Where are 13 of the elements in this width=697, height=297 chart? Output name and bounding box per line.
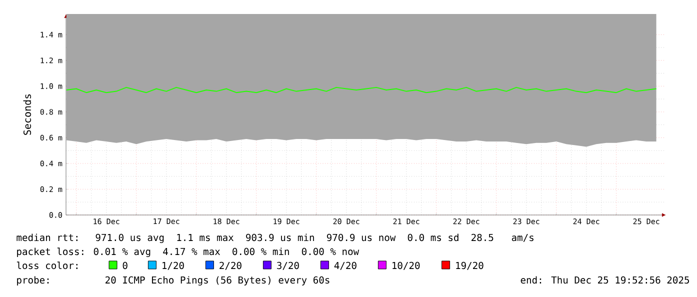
legend-label: 0 (122, 262, 128, 270)
legend-label: 4/20 (334, 262, 356, 270)
legend-label: 2/20 (220, 262, 242, 270)
legend-label: 10/20 (392, 262, 420, 270)
legend-label: 3/20 (277, 262, 299, 270)
text: end: Thu Dec 25 19:52:56 2025 (520, 276, 689, 284)
text: probe: 20 ICMP Echo Pings (56 Bytes) every 60s (17, 276, 330, 286)
legend-label: 1/20 (162, 262, 184, 270)
text: median rtt: 971.0 us avg 1.1 ms max 903.9 us min 970.9 us now 0.0 ms sd 28.5 am/s (16, 234, 534, 244)
legend-label: 19/20 (456, 262, 484, 270)
y-axis-title: Seconds (23, 94, 32, 135)
text: loss color: (16, 262, 78, 270)
text: packet loss: 0.01 % avg 4.17 % max 0.00 % min 0.00 % now (17, 248, 360, 258)
